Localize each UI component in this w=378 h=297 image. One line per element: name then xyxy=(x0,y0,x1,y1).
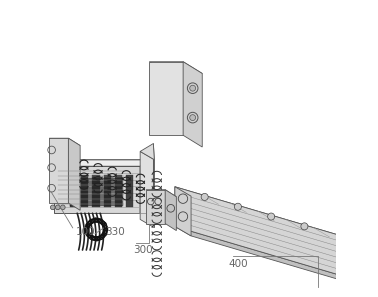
Text: 300: 300 xyxy=(133,245,153,255)
Polygon shape xyxy=(140,143,154,160)
Circle shape xyxy=(301,223,308,230)
Polygon shape xyxy=(149,62,202,73)
Polygon shape xyxy=(146,190,177,197)
Polygon shape xyxy=(175,187,341,276)
Polygon shape xyxy=(149,62,183,135)
Polygon shape xyxy=(49,138,80,146)
Polygon shape xyxy=(54,166,140,213)
Polygon shape xyxy=(115,175,122,207)
Text: 330: 330 xyxy=(105,227,125,237)
Polygon shape xyxy=(140,151,154,228)
Polygon shape xyxy=(341,236,357,285)
Polygon shape xyxy=(70,178,122,206)
Text: 100: 100 xyxy=(76,227,95,237)
Circle shape xyxy=(234,203,242,210)
Polygon shape xyxy=(183,62,202,147)
Polygon shape xyxy=(165,190,177,230)
Circle shape xyxy=(347,245,352,250)
Polygon shape xyxy=(140,160,151,213)
Polygon shape xyxy=(49,138,68,203)
Polygon shape xyxy=(54,160,151,166)
Circle shape xyxy=(56,205,60,210)
Circle shape xyxy=(201,193,208,200)
Polygon shape xyxy=(146,190,165,224)
Polygon shape xyxy=(68,138,80,210)
Circle shape xyxy=(347,263,352,268)
Polygon shape xyxy=(70,175,77,207)
Polygon shape xyxy=(175,187,191,236)
Polygon shape xyxy=(104,175,111,207)
Polygon shape xyxy=(126,175,133,207)
Polygon shape xyxy=(93,175,99,207)
Circle shape xyxy=(60,205,65,210)
Circle shape xyxy=(50,205,55,210)
Text: 400: 400 xyxy=(229,259,248,269)
Polygon shape xyxy=(175,227,357,285)
Circle shape xyxy=(190,115,196,121)
Polygon shape xyxy=(153,143,154,228)
Polygon shape xyxy=(175,187,357,245)
Polygon shape xyxy=(81,175,88,207)
Circle shape xyxy=(190,85,196,91)
Circle shape xyxy=(268,213,275,220)
